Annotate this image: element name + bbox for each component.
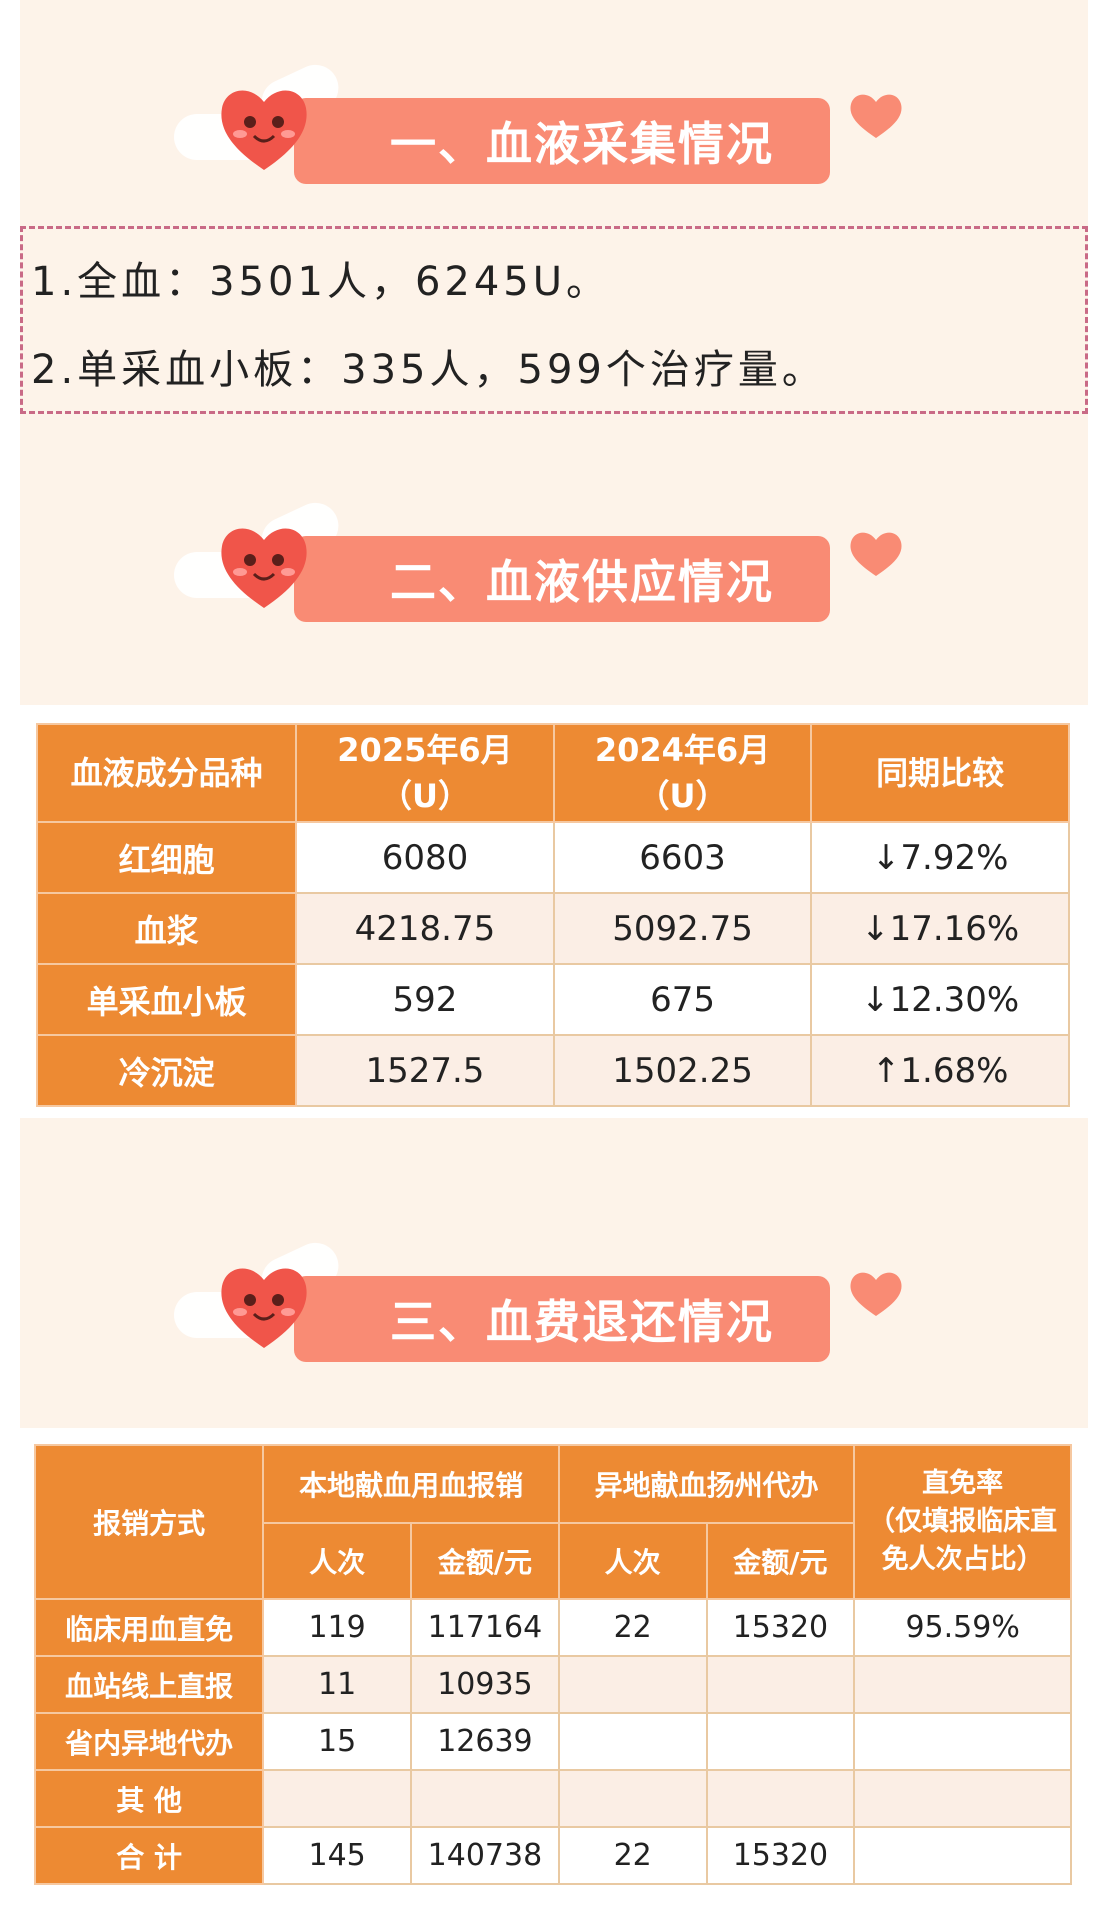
value-2024: 5092.75 — [552, 892, 813, 965]
value-2024: 6603 — [552, 821, 813, 894]
section-title: 一、血液采集情况 — [390, 117, 774, 171]
row-name: 合 计 — [33, 1826, 265, 1885]
table-row-total: 合 计 145 140738 22 15320 — [33, 1826, 1072, 1885]
section-header-supply: 二、血液供应情况 — [0, 495, 1108, 630]
row-name: 血浆 — [35, 892, 298, 965]
header-component-type: 血液成分品种 — [35, 723, 298, 823]
value-change: ↓17.16% — [810, 892, 1070, 965]
local-amount: 117164 — [409, 1598, 560, 1657]
rate-value — [853, 1769, 1072, 1828]
collection-line-platelets: 2.单采血小板：335人，599个治疗量。 — [31, 347, 826, 393]
table-row: 临床用血直免 119 117164 22 15320 95.59% — [33, 1598, 1072, 1657]
table-row: 省内异地代办 15 12639 — [33, 1712, 1072, 1771]
panel-refund — [20, 1118, 1088, 1428]
remote-count — [557, 1769, 708, 1828]
table-row: 其 他 — [33, 1769, 1072, 1828]
remote-count — [557, 1655, 708, 1714]
header-local: 本地献血用血报销 — [262, 1444, 560, 1524]
remote-amount — [705, 1655, 856, 1714]
local-count: 145 — [262, 1826, 412, 1885]
remote-amount — [705, 1712, 856, 1771]
value-2024: 1502.25 — [552, 1034, 813, 1107]
rate-value: 95.59% — [853, 1598, 1072, 1657]
value-change: ↑1.68% — [810, 1034, 1070, 1107]
remote-amount — [705, 1769, 856, 1828]
value-2024: 675 — [552, 963, 813, 1036]
header-2024-label: 2024年6月 — [594, 731, 771, 769]
local-amount: 12639 — [409, 1712, 560, 1771]
local-count — [262, 1769, 412, 1828]
local-count: 119 — [262, 1598, 412, 1657]
heart-face-icon — [221, 90, 307, 170]
header-remote-count: 人次 — [557, 1522, 708, 1600]
section-title-bar: 三、血费退还情况 — [294, 1276, 830, 1362]
header-rate-note-2: 免人次占比） — [881, 1544, 1044, 1575]
local-count: 11 — [262, 1655, 412, 1714]
row-name: 其 他 — [33, 1769, 265, 1828]
section-title: 三、血费退还情况 — [390, 1295, 774, 1349]
value-2025: 6080 — [295, 821, 555, 894]
local-count: 15 — [262, 1712, 412, 1771]
table-header-row: 血液成分品种 2025年6月 （U） 2024年6月 （U） 同期比较 — [35, 723, 1070, 823]
heart-icon — [850, 94, 902, 138]
header-local-amount: 金额/元 — [409, 1522, 560, 1600]
remote-count: 22 — [557, 1826, 708, 1885]
row-name: 冷沉淀 — [35, 1034, 298, 1107]
header-rate-title: 直免率 — [922, 1468, 1004, 1499]
header-remote-amount: 金额/元 — [705, 1522, 856, 1600]
heart-icon — [850, 1272, 902, 1316]
table-subheader-row: 人次 金额/元 人次 金额/元 — [35, 1522, 1071, 1600]
heart-icon — [850, 532, 902, 576]
table-row: 冷沉淀 1527.5 1502.25 ↑1.68% — [35, 1034, 1070, 1107]
section-header-collection: 一、血液采集情况 — [0, 57, 1108, 192]
heart-face-icon — [221, 528, 307, 608]
header-local-count: 人次 — [262, 1522, 412, 1600]
table-header-row: 报销方式 本地献血用血报销 异地献血扬州代办 直免率 （仅填报临床直 免人次占比… — [33, 1444, 1072, 1600]
row-name: 血站线上直报 — [33, 1655, 265, 1714]
collection-summary-box: 1.全血：3501人，6245U。 2.单采血小板：335人，599个治疗量。 — [20, 226, 1088, 414]
table-row: 红细胞 6080 6603 ↓7.92% — [35, 821, 1070, 894]
blood-supply-table: 血液成分品种 2025年6月 （U） 2024年6月 （U） 同期比较 红细胞 60… — [35, 723, 1070, 1107]
header-rate: 直免率 （仅填报临床直 免人次占比） — [853, 1444, 1072, 1600]
header-2024-unit: （U） — [637, 777, 728, 815]
table-row: 单采血小板 592 675 ↓12.30% — [35, 963, 1070, 1036]
remote-count: 22 — [557, 1598, 708, 1657]
local-amount: 10935 — [409, 1655, 560, 1714]
row-name: 单采血小板 — [35, 963, 298, 1036]
value-2025: 4218.75 — [295, 892, 555, 965]
section-title: 二、血液供应情况 — [390, 555, 774, 609]
section-title-bar: 一、血液采集情况 — [294, 98, 830, 184]
header-rate-note-1: （仅填报临床直 — [868, 1506, 1058, 1537]
section-title-bar: 二、血液供应情况 — [294, 536, 830, 622]
value-change: ↓7.92% — [810, 821, 1070, 894]
row-name: 红细胞 — [35, 821, 298, 894]
local-amount: 140738 — [409, 1826, 560, 1885]
rate-value — [853, 1655, 1072, 1714]
collection-line-whole-blood: 1.全血：3501人，6245U。 — [31, 259, 611, 305]
value-change: ↓12.30% — [810, 963, 1070, 1036]
table-row: 血浆 4218.75 5092.75 ↓17.16% — [35, 892, 1070, 965]
remote-amount: 15320 — [705, 1826, 856, 1885]
value-2025: 1527.5 — [295, 1034, 555, 1107]
header-remote: 异地献血扬州代办 — [557, 1444, 856, 1524]
remote-count — [557, 1712, 708, 1771]
blood-fee-refund-table: 报销方式 本地献血用血报销 异地献血扬州代办 直免率 （仅填报临床直 免人次占比… — [33, 1444, 1072, 1885]
heart-face-icon — [221, 1268, 307, 1348]
row-name: 临床用血直免 — [33, 1598, 265, 1657]
header-2024-june: 2024年6月 （U） — [552, 723, 813, 823]
header-yoy-comparison: 同期比较 — [810, 723, 1070, 823]
value-2025: 592 — [295, 963, 555, 1036]
rate-value — [853, 1826, 1072, 1885]
header-2025-label: 2025年6月 — [337, 731, 513, 769]
local-amount — [409, 1769, 560, 1828]
row-name: 省内异地代办 — [33, 1712, 265, 1771]
remote-amount: 15320 — [705, 1598, 856, 1657]
table-row: 血站线上直报 11 10935 — [33, 1655, 1072, 1714]
section-header-refund: 三、血费退还情况 — [0, 1235, 1108, 1370]
header-2025-june: 2025年6月 （U） — [295, 723, 555, 823]
header-2025-unit: （U） — [379, 777, 470, 815]
rate-value — [853, 1712, 1072, 1771]
header-method: 报销方式 — [33, 1444, 265, 1600]
